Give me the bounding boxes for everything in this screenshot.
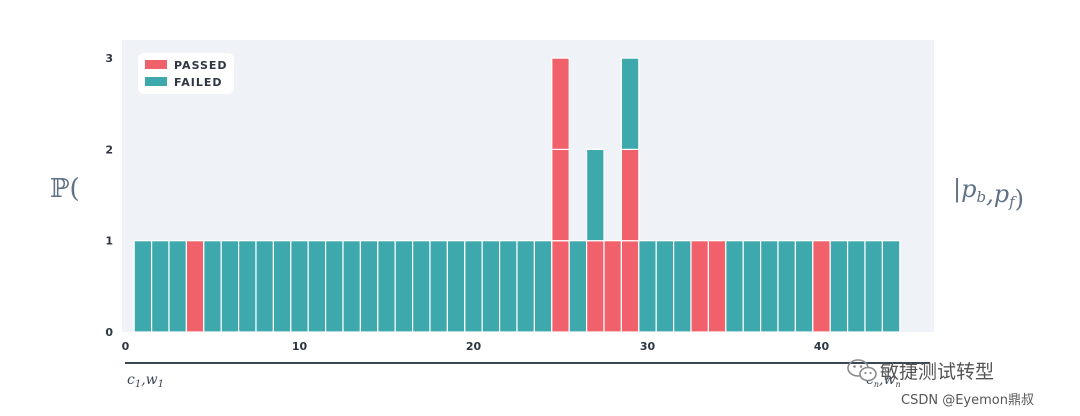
bar-segment-passed [551,148,570,242]
bar-segment-failed [499,240,518,333]
watermark: 敏捷测试转型 CSDN @Eyemon鼎叔 [847,359,1034,408]
bar-segment-passed [707,240,727,333]
bar-segment-failed [655,240,675,333]
bar-segment-passed [620,240,640,333]
bar-segment-failed [864,240,883,333]
left-probability-label: ℙ( [50,174,80,204]
bar-segment-failed [464,240,483,333]
x-tick-label: 40 [814,340,830,353]
y-tick-label: 3 [105,52,113,65]
bar-segment-failed [446,240,466,333]
legend-label-failed: FAILED [174,76,223,89]
x-tick-label: 30 [640,340,656,353]
bar-segment-failed [290,240,309,333]
bar-segment-failed [777,240,796,333]
x-tick-label: 10 [292,340,308,353]
bar-segment-passed [690,240,709,333]
bar-segment-failed [585,148,605,242]
bar-segment-failed [568,240,588,333]
bar-segment-failed [272,240,292,333]
bar-segment-failed [829,240,849,333]
y-tick-label: 2 [105,143,113,156]
bar-segment-failed [429,240,448,333]
y-axis-ticks: 0 1 2 3 [105,52,113,339]
bar-group [133,57,901,333]
bar-segment-passed [620,148,640,242]
bar-segment-failed [377,240,396,333]
bar-segment-failed [794,240,814,333]
bar-segment-failed [881,240,901,333]
legend: PASSED FAILED [138,53,234,94]
bar-segment-failed [759,240,779,333]
bar-segment-passed [812,240,831,333]
watermark-credit: CSDN @Eyemon鼎叔 [901,393,1034,408]
x-tick-label: 0 [122,340,130,353]
bar-segment-failed [638,240,657,333]
legend-swatch-failed [145,77,167,86]
x-tick-label: 20 [466,340,482,353]
bar-segment-passed [585,240,605,333]
bar-segment-failed [359,240,379,333]
bar-segment-failed [672,240,692,333]
bar-segment-failed [412,240,431,333]
x-axis-ticks: 0 10 20 30 40 [122,340,830,353]
bar-segment-failed [151,240,170,333]
bar-segment-failed [133,240,153,333]
bar-segment-passed [551,240,570,333]
bar-segment-failed [325,240,344,333]
bottom-left-label: c1,w1 [127,372,164,390]
bar-segment-failed [203,240,222,333]
legend-label-passed: PASSED [174,59,228,72]
bar-segment-failed [620,57,640,151]
bar-segment-failed [516,240,535,333]
bar-segment-passed [185,240,205,333]
right-condition-label: |pb,pf) [953,175,1024,213]
bar-segment-failed [481,240,501,333]
legend-swatch-passed [145,60,167,69]
watermark-title: 敏捷测试转型 [880,361,994,383]
bar-segment-failed [846,240,866,333]
bar-segment-failed [394,240,414,333]
y-tick-label: 1 [105,235,113,248]
bar-segment-passed [603,240,622,333]
wechat-icon [847,359,877,382]
bar-segment-passed [551,57,570,151]
bar-segment-failed [742,240,762,333]
bar-segment-failed [307,240,327,333]
bar-segment-failed [168,240,187,333]
bar-segment-failed [220,240,240,333]
bar-segment-failed [533,240,553,333]
bar-segment-failed [255,240,274,333]
bar-segment-failed [725,240,744,333]
bar-segment-failed [342,240,361,333]
y-tick-label: 0 [105,326,113,339]
bar-segment-failed [238,240,257,333]
